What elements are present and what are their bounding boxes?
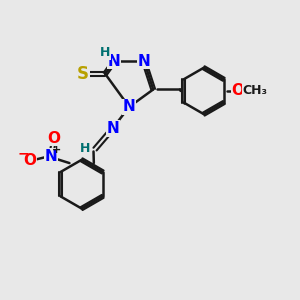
Text: H: H [80, 142, 90, 155]
Text: S: S [77, 65, 89, 83]
Text: H: H [100, 46, 111, 59]
Text: CH₃: CH₃ [243, 84, 268, 98]
Text: O: O [232, 83, 245, 98]
Text: N: N [45, 149, 57, 164]
Text: N: N [138, 54, 150, 69]
Text: N: N [108, 54, 121, 69]
Text: −: − [18, 147, 29, 160]
Text: N: N [123, 99, 136, 114]
Text: O: O [47, 130, 61, 146]
Text: O: O [24, 153, 37, 168]
Text: +: + [52, 145, 61, 155]
Text: N: N [106, 121, 119, 136]
